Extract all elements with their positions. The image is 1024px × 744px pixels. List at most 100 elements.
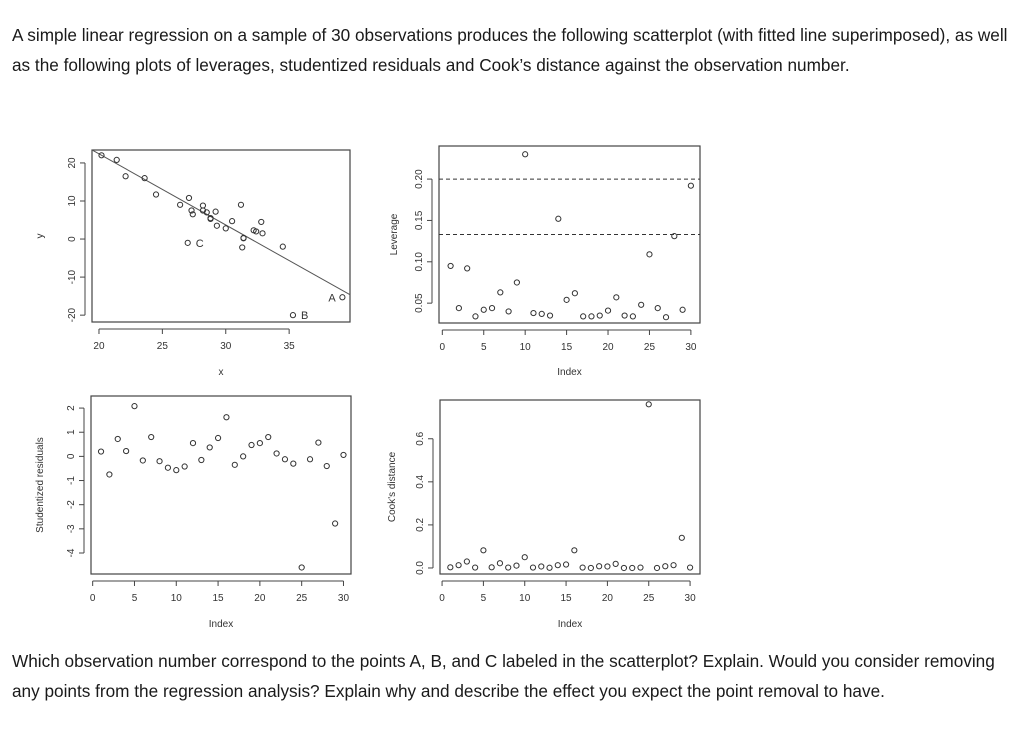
data-point <box>339 294 346 301</box>
x-tick-label: 25 <box>644 342 656 353</box>
y-tick-label: 0.2 <box>415 518 426 532</box>
y-tick-label: -3 <box>66 524 77 533</box>
data-point <box>228 218 236 225</box>
y-tick-label: 2 <box>66 405 77 411</box>
data-point <box>273 450 280 457</box>
data-point <box>571 547 578 554</box>
plot-frame <box>438 145 701 324</box>
x-axis-title: Index <box>558 619 582 630</box>
x-tick-label: 35 <box>284 341 296 352</box>
y-tick-label: 0.4 <box>415 474 426 488</box>
data-point <box>604 563 611 570</box>
y-tick-label: -20 <box>67 307 78 322</box>
data-point <box>240 234 247 242</box>
x-tick-label: 25 <box>157 341 169 352</box>
data-point <box>231 461 238 468</box>
data-point <box>678 534 685 541</box>
data-point <box>173 467 180 474</box>
data-point <box>114 435 121 443</box>
data-point <box>240 453 247 460</box>
data-point <box>139 457 146 464</box>
data-point <box>555 215 562 222</box>
data-point <box>530 309 537 317</box>
x-axis-title: Index <box>557 367 581 378</box>
data-point <box>546 312 554 319</box>
x-tick-label: 0 <box>440 342 446 353</box>
x-tick-label: 0 <box>90 593 96 604</box>
data-point <box>455 562 462 569</box>
point-label-b: B <box>301 310 308 322</box>
point-label-c: C <box>196 238 204 250</box>
data-point <box>513 279 520 286</box>
data-point <box>571 290 578 297</box>
y-tick-label: -4 <box>66 548 77 557</box>
data-point <box>629 313 636 320</box>
chart-panel-3: 0 5 10 15 20 25 30 -4 -3 -2 -1 0 1 2 Index Studentized … <box>35 395 352 630</box>
data-point <box>596 563 603 570</box>
data-point <box>513 562 520 569</box>
data-point <box>480 547 487 554</box>
data-point <box>529 564 537 571</box>
x-tick-label: 20 <box>602 342 614 353</box>
data-point <box>290 460 297 467</box>
x-tick-label: 10 <box>171 593 183 604</box>
y-axis-title: Cook's distance <box>387 451 398 522</box>
data-point <box>662 563 669 570</box>
x-tick-label: 30 <box>685 593 697 604</box>
y-tick-label: 0.6 <box>415 431 426 445</box>
data-point <box>181 463 188 470</box>
data-point <box>199 202 207 209</box>
data-point <box>213 222 220 229</box>
y-tick-label: 0 <box>67 236 78 242</box>
y-tick-label: 20 <box>67 157 78 169</box>
y-tick-label: -2 <box>66 500 77 509</box>
fitted-regression-line <box>91 149 351 296</box>
x-tick-label: 0 <box>439 593 445 604</box>
data-point <box>447 262 454 270</box>
data-point <box>654 305 661 312</box>
x-tick-label: 25 <box>296 593 308 604</box>
data-point <box>113 156 120 163</box>
x-tick-label: 30 <box>685 342 697 353</box>
data-point <box>177 201 184 208</box>
data-point <box>538 563 545 570</box>
x-tick-label: 15 <box>213 593 225 604</box>
data-point <box>488 564 495 571</box>
data-point <box>653 564 661 572</box>
chart-panel-2: 0 5 10 15 20 25 30 0.05 0.10 0.15 0.20 Index Leverag… <box>389 145 701 378</box>
data-point <box>563 296 570 303</box>
data-point <box>214 434 222 442</box>
data-point <box>164 464 172 471</box>
data-point <box>323 462 330 470</box>
data-point <box>203 209 210 216</box>
data-point <box>620 564 628 572</box>
data-point <box>340 451 347 459</box>
y-tick-label: 0.0 <box>415 561 426 575</box>
data-point <box>671 233 678 240</box>
data-point <box>579 564 586 571</box>
y-tick-label: -1 <box>66 476 77 485</box>
y-tick-label: -10 <box>67 269 78 284</box>
data-point <box>464 265 471 272</box>
x-tick-label: 5 <box>132 593 138 604</box>
data-point <box>265 433 272 441</box>
data-point <box>505 308 512 315</box>
data-point <box>488 305 496 312</box>
data-point <box>256 439 263 447</box>
data-point <box>522 151 529 158</box>
plot-frame <box>91 149 351 323</box>
data-point <box>122 173 129 180</box>
chart-panel-4: 0 5 10 15 20 25 30 0.0 0.2 0.4 0.6 Index Cook's dist… <box>387 399 701 630</box>
y-axis-title: y <box>35 234 46 239</box>
y-tick-label: 0.10 <box>414 252 425 272</box>
question-text: Which observation number correspond to t… <box>12 651 995 701</box>
y-axis-title: Studentized residuals <box>35 437 46 533</box>
data-point <box>248 441 255 449</box>
data-point <box>646 251 653 258</box>
y-tick-label: 1 <box>66 429 77 435</box>
x-tick-label: 15 <box>561 342 573 353</box>
x-axis-title: x <box>219 367 224 378</box>
plot-frame <box>90 395 352 575</box>
point-label-a: A <box>328 292 336 304</box>
